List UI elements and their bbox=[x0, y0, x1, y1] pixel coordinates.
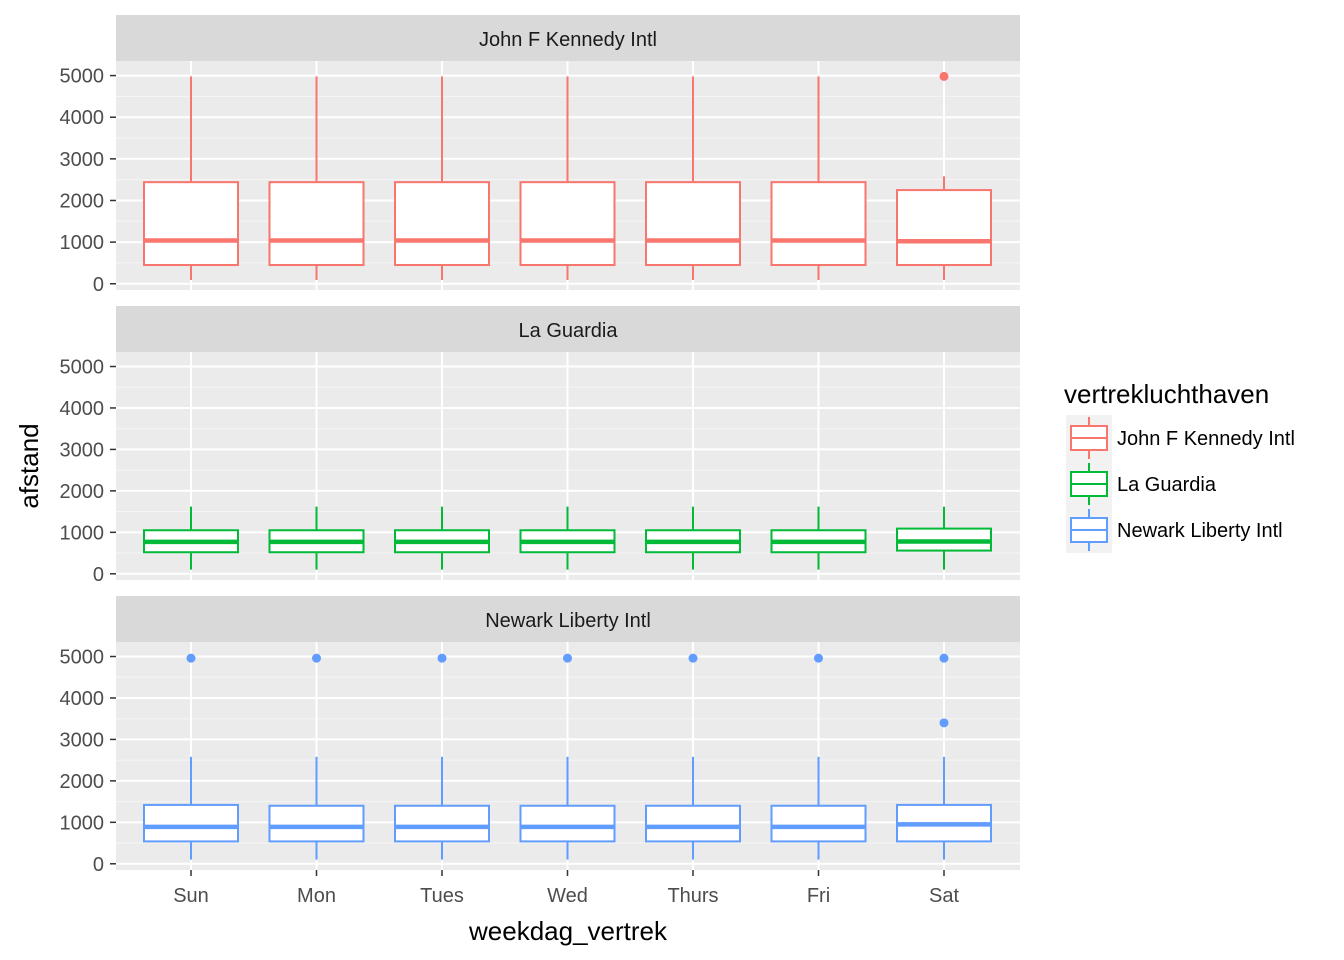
facet-strip-newark-liberty-intl bbox=[116, 596, 1020, 642]
box-wed bbox=[519, 506, 616, 570]
facet-strip-la-guardia bbox=[116, 306, 1020, 352]
outlier-point bbox=[563, 653, 572, 663]
legend: vertrekluchthaven John F Kennedy Intl La … bbox=[1064, 379, 1295, 553]
panel-la-guardia: La Guardia 0 1000 2000 3000 4000 5000 bbox=[60, 306, 1020, 586]
outlier-point bbox=[688, 653, 698, 663]
box-sat bbox=[896, 506, 992, 570]
y-tick-label: 4000 bbox=[60, 107, 105, 129]
facet-strip-label: Newark Liberty Intl bbox=[485, 610, 651, 632]
x-tick-label-sun: Sun bbox=[173, 885, 209, 907]
outlier-point bbox=[312, 653, 321, 663]
legend-label: Newark Liberty Intl bbox=[1117, 520, 1283, 542]
box-fri bbox=[770, 506, 867, 570]
panel-newark-liberty-intl: Newark Liberty Intl 0 1000 2000 3000 4000 5000 bbox=[60, 596, 1020, 876]
x-tick-label-fri: Fri bbox=[807, 885, 830, 907]
outlier-point bbox=[939, 653, 949, 663]
y-tick-label: 0 bbox=[93, 274, 104, 296]
box-iqr bbox=[645, 804, 741, 843]
box-iqr bbox=[143, 181, 239, 267]
box-iqr bbox=[519, 804, 616, 843]
box-mon bbox=[268, 653, 365, 860]
y-tick-label: 5000 bbox=[60, 66, 105, 88]
x-tick-label-mon: Mon bbox=[297, 885, 336, 907]
box-fri bbox=[770, 653, 867, 860]
box-wed bbox=[519, 76, 616, 281]
box-iqr bbox=[268, 804, 365, 843]
box-tues bbox=[394, 76, 490, 281]
box-iqr bbox=[519, 181, 616, 267]
y-tick-label: 0 bbox=[93, 564, 104, 586]
legend-entry-newark-liberty-intl: Newark Liberty Intl bbox=[1066, 507, 1283, 553]
outlier-point bbox=[186, 653, 196, 663]
box-iqr bbox=[770, 181, 867, 267]
legend-entry-la-guardia: La Guardia bbox=[1066, 461, 1217, 507]
x-tick-label-thurs: Thurs bbox=[667, 885, 718, 907]
y-tick-label: 2000 bbox=[60, 771, 105, 793]
box-sun bbox=[143, 76, 239, 281]
y-tick-label: 2000 bbox=[60, 481, 105, 503]
facet-strip-john-f-kennedy-intl bbox=[116, 15, 1020, 61]
box-sat bbox=[896, 71, 992, 281]
facet-strip-label: La Guardia bbox=[519, 320, 619, 342]
y-tick-label: 0 bbox=[93, 854, 104, 876]
box-iqr bbox=[770, 804, 867, 843]
legend-entry-john-f-kennedy-intl: John F Kennedy Intl bbox=[1066, 415, 1295, 461]
outlier-point bbox=[939, 718, 949, 728]
box-tues bbox=[394, 653, 490, 860]
box-iqr bbox=[268, 181, 365, 267]
box-tues bbox=[394, 506, 490, 570]
box-thurs bbox=[645, 653, 741, 860]
box-iqr bbox=[394, 804, 490, 843]
y-tick-label: 3000 bbox=[60, 439, 105, 461]
box-iqr bbox=[394, 181, 490, 267]
y-tick-label: 3000 bbox=[60, 729, 105, 751]
y-tick-label: 2000 bbox=[60, 190, 105, 212]
box-fri bbox=[770, 76, 867, 281]
box-sat bbox=[896, 653, 992, 860]
y-tick-label: 1000 bbox=[60, 232, 105, 254]
x-tick-label-wed: Wed bbox=[547, 885, 588, 907]
facet-strip-label: John F Kennedy Intl bbox=[479, 29, 657, 51]
legend-label: La Guardia bbox=[1117, 474, 1217, 496]
box-sun bbox=[143, 653, 239, 860]
box-iqr bbox=[896, 189, 992, 267]
y-axis-title: afstand bbox=[14, 423, 44, 508]
box-iqr bbox=[143, 803, 239, 843]
y-tick-label: 1000 bbox=[60, 522, 105, 544]
y-tick-label: 5000 bbox=[60, 647, 105, 669]
x-tick-label-sat: Sat bbox=[929, 885, 959, 907]
x-axis-title: weekdag_vertrek bbox=[468, 916, 668, 946]
box-thurs bbox=[645, 506, 741, 570]
outlier-point bbox=[437, 653, 447, 663]
box-thurs bbox=[645, 76, 741, 281]
y-tick-label: 5000 bbox=[60, 357, 105, 379]
outlier-point bbox=[814, 653, 823, 663]
box-wed bbox=[519, 653, 616, 860]
panel-john-f-kennedy-intl: John F Kennedy Intl 0 1000 2000 3000 4000 5000 bbox=[60, 15, 1020, 296]
x-tick-label-tues: Tues bbox=[420, 885, 464, 907]
legend-label: John F Kennedy Intl bbox=[1117, 428, 1295, 450]
y-tick-label: 4000 bbox=[60, 688, 105, 710]
box-mon bbox=[268, 506, 365, 570]
y-tick-label: 1000 bbox=[60, 812, 105, 834]
box-sun bbox=[143, 506, 239, 570]
box-iqr bbox=[645, 181, 741, 267]
box-mon bbox=[268, 76, 365, 281]
y-tick-label: 3000 bbox=[60, 149, 105, 171]
outlier-point bbox=[939, 71, 949, 81]
y-tick-label: 4000 bbox=[60, 398, 105, 420]
legend-title: vertrekluchthaven bbox=[1064, 379, 1269, 409]
